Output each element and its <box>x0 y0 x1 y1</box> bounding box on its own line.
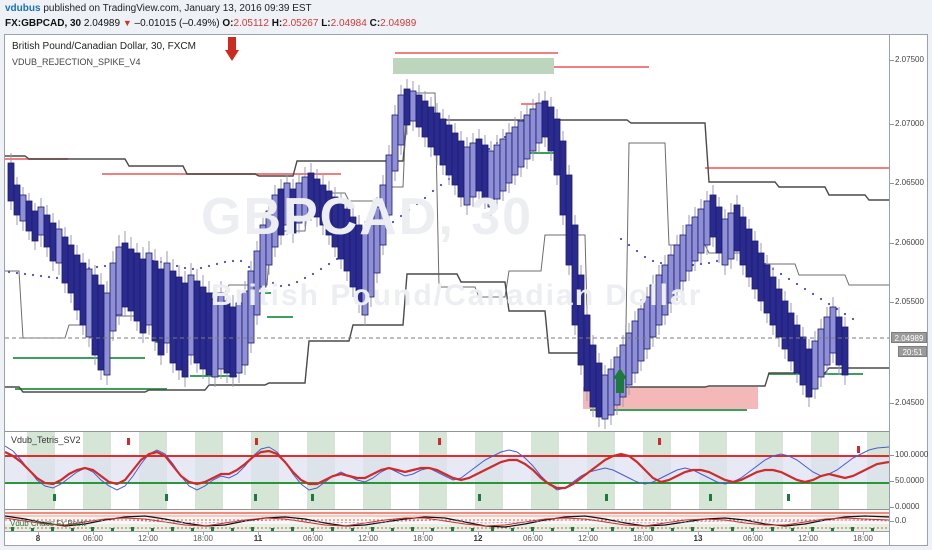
oscillator-svg <box>5 432 889 509</box>
plot-area[interactable]: GBPCAD, 30 British Pound/Canadian Dollar… <box>5 35 889 545</box>
price-pane-study-name: VDUB_REJECTION_SPIKE_V4 <box>12 57 141 67</box>
bottom-pane-tick: 0.0 <box>889 516 907 525</box>
sell-zone-box <box>393 58 554 74</box>
time-label: 12 <box>473 534 483 543</box>
oscillator-pane[interactable]: Vdub_Tetris_SV2 <box>5 431 889 509</box>
lower-channel-line <box>5 273 889 393</box>
price-scale[interactable]: 2.07500 2.07000 2.06500 2.06000 2.05500 … <box>889 35 929 545</box>
time-label: 8 <box>35 534 41 543</box>
down-triangle-icon: ▼ <box>122 18 132 28</box>
chart-header: vdubus published on TradingView.com, Jan… <box>0 0 932 32</box>
time-label: 12:00 <box>797 534 819 543</box>
bottom-indicator-pane[interactable]: Vdub Chaos Fx Point <box>5 509 889 531</box>
time-label: 06:00 <box>302 534 324 543</box>
price-change: –0.01015 (–0.49%) <box>134 18 220 29</box>
bar-countdown-badge: 20:51 <box>898 346 927 357</box>
bottom-histogram <box>11 527 874 531</box>
close-value: 2.04989 <box>380 18 417 29</box>
chart-frame: GBPCAD, 30 British Pound/Canadian Dollar… <box>4 34 928 546</box>
time-label: 11 <box>253 534 263 543</box>
publisher-username[interactable]: vdubus <box>5 3 41 14</box>
oscillator-fast-line <box>5 449 889 490</box>
bottom-indicator-svg <box>5 510 889 531</box>
open-value: 2.05112 <box>233 18 269 29</box>
oscillator-tick: 50.0000 <box>890 476 924 485</box>
time-label: 06:00 <box>742 534 764 543</box>
low-value: 2.04984 <box>330 18 367 29</box>
time-label: 18:00 <box>412 534 434 543</box>
time-label: 13 <box>693 534 703 543</box>
time-label: 06:00 <box>522 534 544 543</box>
ohlc-bar: FX:GBPCAD, 30 2.04989 ▼ –0.01015 (–0.49%… <box>5 18 416 29</box>
price-pane-title: British Pound/Canadian Dollar, 30, FXCM <box>12 41 196 52</box>
oscillator-tick: 100.0000 <box>889 450 929 459</box>
time-axis[interactable]: 8 06:00 12:00 18:00 11 06:00 12:00 18:00… <box>5 531 889 545</box>
time-label: 06:00 <box>82 534 104 543</box>
buy-arrow-icon <box>613 368 627 393</box>
open-label: O: <box>222 18 234 29</box>
oscillator-pane-title: Vdub_Tetris_SV2 <box>11 435 81 445</box>
high-value: 2.05267 <box>282 18 319 29</box>
high-label: H: <box>271 18 283 29</box>
price-chart-svg <box>5 37 889 429</box>
price-tick: 2.05500 <box>890 297 924 306</box>
oscillator-buy-markers <box>53 494 790 501</box>
last-price: 2.04989 <box>83 18 121 29</box>
time-label: 12:00 <box>357 534 379 543</box>
candlestick-series <box>7 79 849 429</box>
price-tick: 2.07500 <box>890 55 924 64</box>
price-tick: 2.06000 <box>890 238 924 247</box>
time-label: 18:00 <box>632 534 654 543</box>
time-label: 18:00 <box>852 534 874 543</box>
price-tick: 2.04500 <box>890 398 924 407</box>
candle-bodies <box>7 88 849 420</box>
low-label: L: <box>321 18 331 29</box>
publish-info: vdubus published on TradingView.com, Jan… <box>5 3 312 14</box>
current-price-badge: 2.04989 <box>891 332 927 343</box>
sell-arrow-icon <box>225 37 239 61</box>
price-tick: 2.07000 <box>890 119 924 128</box>
oscillator-sell-markers <box>127 438 860 453</box>
symbol-label[interactable]: FX:GBPCAD, 30 <box>5 18 82 29</box>
time-label: 12:00 <box>137 534 159 543</box>
oscillator-tick: 0.0000 <box>889 502 920 511</box>
buy-zone-box <box>583 387 758 409</box>
time-label: 18:00 <box>192 534 214 543</box>
time-label: 12:00 <box>577 534 599 543</box>
bottom-pane-title: Vdub Chaos Fx Point <box>10 519 86 528</box>
price-tick: 2.06500 <box>890 178 924 187</box>
price-pane[interactable]: GBPCAD, 30 British Pound/Canadian Dollar… <box>5 35 889 431</box>
close-label: C: <box>369 18 381 29</box>
publish-text: published on TradingView.com, January 13… <box>40 3 312 14</box>
